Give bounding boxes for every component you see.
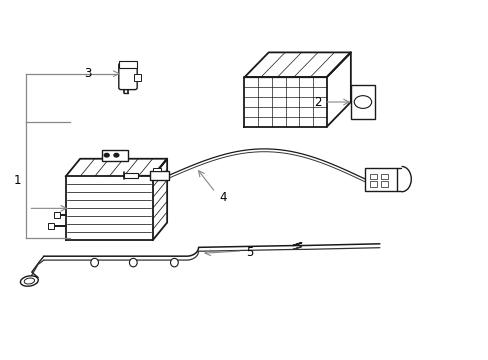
Bar	[123, 173, 138, 177]
Bar	[350, 85, 374, 120]
Bar	[134, 74, 140, 81]
Ellipse shape	[91, 258, 98, 267]
Text: 4: 4	[219, 191, 226, 204]
Circle shape	[104, 153, 109, 157]
Bar	[380, 181, 387, 187]
Bar	[380, 174, 387, 179]
Bar	[150, 171, 168, 180]
Text: 2: 2	[314, 95, 321, 108]
Ellipse shape	[20, 276, 38, 286]
Bar	[54, 212, 60, 217]
Ellipse shape	[129, 258, 137, 267]
Text: 5: 5	[245, 246, 252, 259]
Circle shape	[114, 153, 119, 157]
Bar	[152, 168, 161, 171]
Bar	[369, 174, 377, 179]
Text: 3: 3	[83, 67, 91, 80]
FancyBboxPatch shape	[119, 63, 137, 90]
Bar	[102, 150, 128, 161]
Bar	[369, 181, 377, 187]
Ellipse shape	[170, 258, 178, 267]
Circle shape	[353, 96, 371, 108]
Bar	[48, 223, 53, 229]
Text: 1: 1	[14, 174, 21, 186]
Ellipse shape	[24, 278, 35, 284]
Bar	[365, 168, 396, 191]
Bar	[119, 60, 137, 68]
